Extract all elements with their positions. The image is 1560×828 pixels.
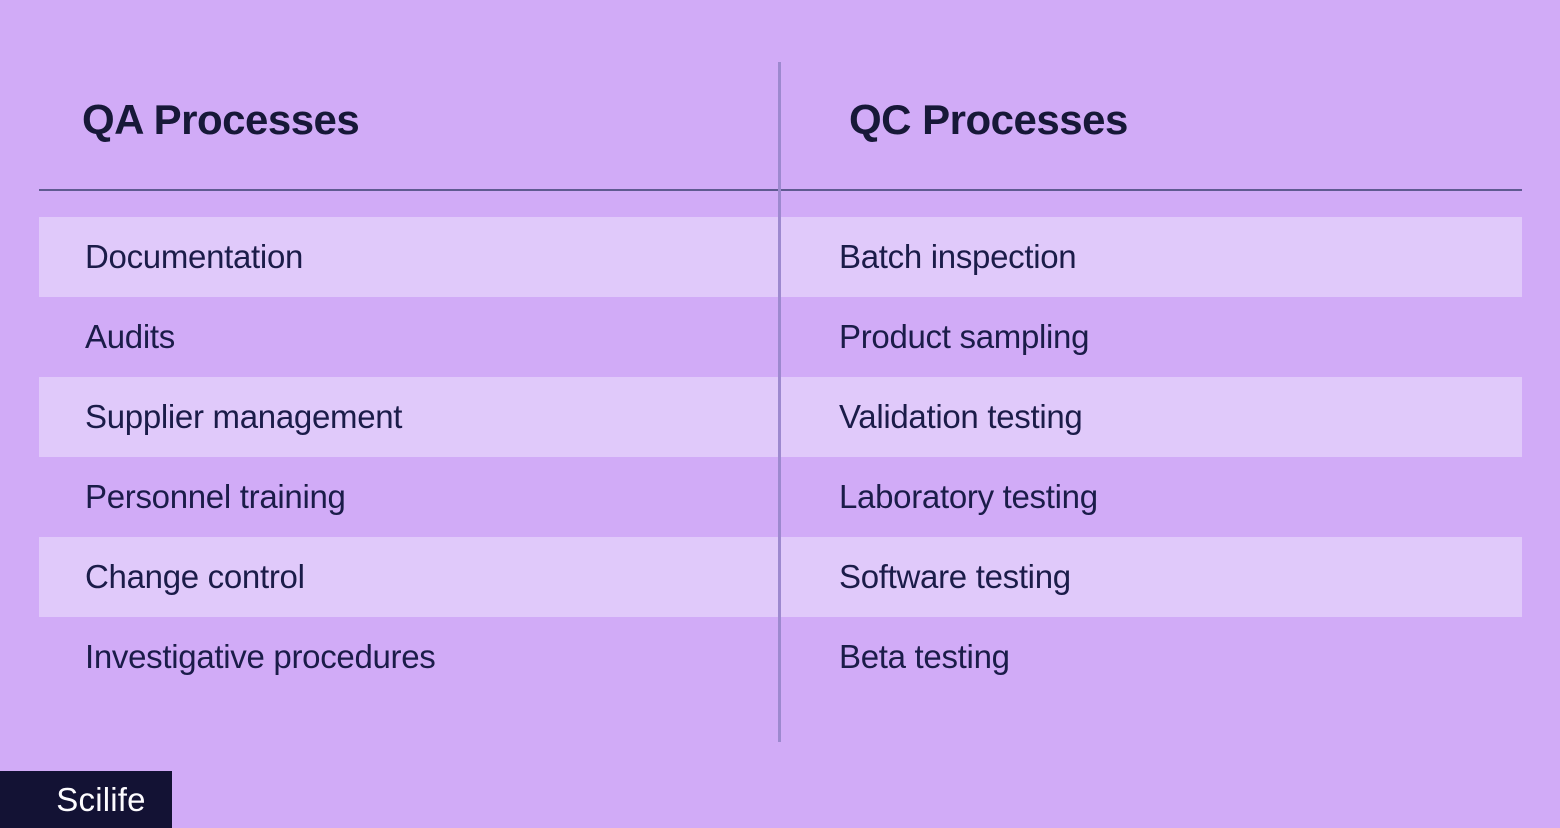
qa-item: Change control [85,558,305,595]
qa-column-header: QA Processes [82,96,360,143]
column-divider-line [778,62,781,742]
qa-item: Supplier management [85,398,403,435]
qc-item: Validation testing [839,398,1083,435]
qc-item: Laboratory testing [839,478,1098,515]
qa-item: Audits [85,318,175,355]
qc-item: Product sampling [839,318,1090,355]
table-row: Investigative procedures Beta testing [39,617,1522,697]
qc-item: Batch inspection [839,238,1077,275]
qa-item: Investigative procedures [85,638,436,675]
table-row: Personnel training Laboratory testing [39,457,1522,537]
qc-column-header: QC Processes [849,96,1128,143]
qc-item: Beta testing [839,638,1010,675]
qa-item: Documentation [85,238,304,275]
scilife-logo: Scilife [0,771,172,828]
qc-item: Software testing [839,558,1071,595]
scilife-logo-text: Scilife [56,780,146,818]
qa-item: Personnel training [85,478,346,515]
table-row: Audits Product sampling [39,297,1522,377]
